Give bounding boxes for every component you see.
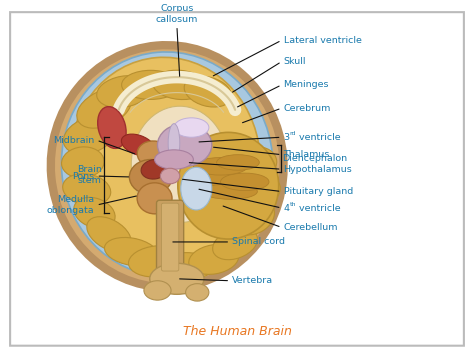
Text: Lateral ventricle: Lateral ventricle [283, 36, 361, 45]
Ellipse shape [150, 263, 204, 294]
Text: Midbrain: Midbrain [53, 136, 94, 145]
Ellipse shape [186, 284, 209, 301]
FancyBboxPatch shape [156, 200, 183, 274]
Ellipse shape [193, 158, 248, 175]
Text: Diencephalon: Diencephalon [283, 154, 348, 163]
Text: Meninges: Meninges [283, 80, 329, 89]
Ellipse shape [62, 52, 273, 277]
Ellipse shape [181, 167, 212, 210]
Ellipse shape [178, 132, 279, 239]
Text: Cerebellum: Cerebellum [283, 223, 338, 232]
Ellipse shape [104, 237, 158, 266]
Ellipse shape [187, 169, 245, 189]
Ellipse shape [74, 197, 115, 228]
Ellipse shape [63, 174, 111, 205]
Ellipse shape [159, 253, 214, 280]
Text: Vertebra: Vertebra [232, 276, 273, 285]
Ellipse shape [77, 88, 132, 128]
Ellipse shape [64, 117, 116, 154]
Text: Spinal cord: Spinal cord [232, 237, 285, 246]
Ellipse shape [70, 57, 260, 266]
Text: Brain
stem: Brain stem [77, 165, 102, 185]
Text: Thalamus: Thalamus [283, 150, 330, 159]
Ellipse shape [174, 118, 209, 137]
Ellipse shape [121, 134, 155, 156]
Ellipse shape [242, 176, 280, 205]
Ellipse shape [141, 159, 168, 179]
Ellipse shape [189, 244, 239, 274]
Text: ventricle: ventricle [296, 133, 341, 142]
FancyBboxPatch shape [161, 203, 179, 271]
Ellipse shape [160, 168, 180, 184]
Text: th: th [290, 202, 296, 206]
Ellipse shape [203, 184, 257, 199]
Text: Medulla
oblongata: Medulla oblongata [47, 195, 94, 215]
Text: Hypothalamus: Hypothalamus [283, 165, 352, 174]
Ellipse shape [220, 173, 269, 190]
Ellipse shape [153, 70, 207, 99]
Ellipse shape [129, 160, 172, 195]
Ellipse shape [122, 70, 180, 99]
Ellipse shape [51, 45, 283, 287]
Ellipse shape [137, 141, 172, 168]
Text: Cerebrum: Cerebrum [283, 104, 331, 113]
Ellipse shape [168, 124, 180, 162]
Text: Corpus
callosum: Corpus callosum [155, 5, 198, 24]
Ellipse shape [87, 217, 131, 252]
Text: 3: 3 [283, 133, 290, 142]
Ellipse shape [98, 107, 126, 148]
Ellipse shape [128, 246, 186, 277]
Ellipse shape [155, 150, 193, 169]
Text: rd: rd [290, 131, 296, 136]
Text: ventricle: ventricle [296, 203, 341, 212]
Ellipse shape [131, 106, 228, 223]
Ellipse shape [144, 281, 171, 300]
Ellipse shape [238, 147, 277, 178]
Text: 4: 4 [283, 203, 290, 212]
Text: Skull: Skull [283, 57, 306, 66]
Ellipse shape [213, 228, 257, 260]
Text: Pons: Pons [73, 172, 94, 181]
Text: Pituitary gland: Pituitary gland [283, 187, 353, 196]
Ellipse shape [137, 183, 172, 214]
Ellipse shape [157, 124, 212, 166]
Ellipse shape [97, 76, 150, 108]
Ellipse shape [217, 155, 259, 170]
Ellipse shape [184, 76, 232, 107]
Text: The Human Brain: The Human Brain [182, 325, 292, 338]
Ellipse shape [62, 147, 104, 178]
Ellipse shape [235, 201, 274, 235]
